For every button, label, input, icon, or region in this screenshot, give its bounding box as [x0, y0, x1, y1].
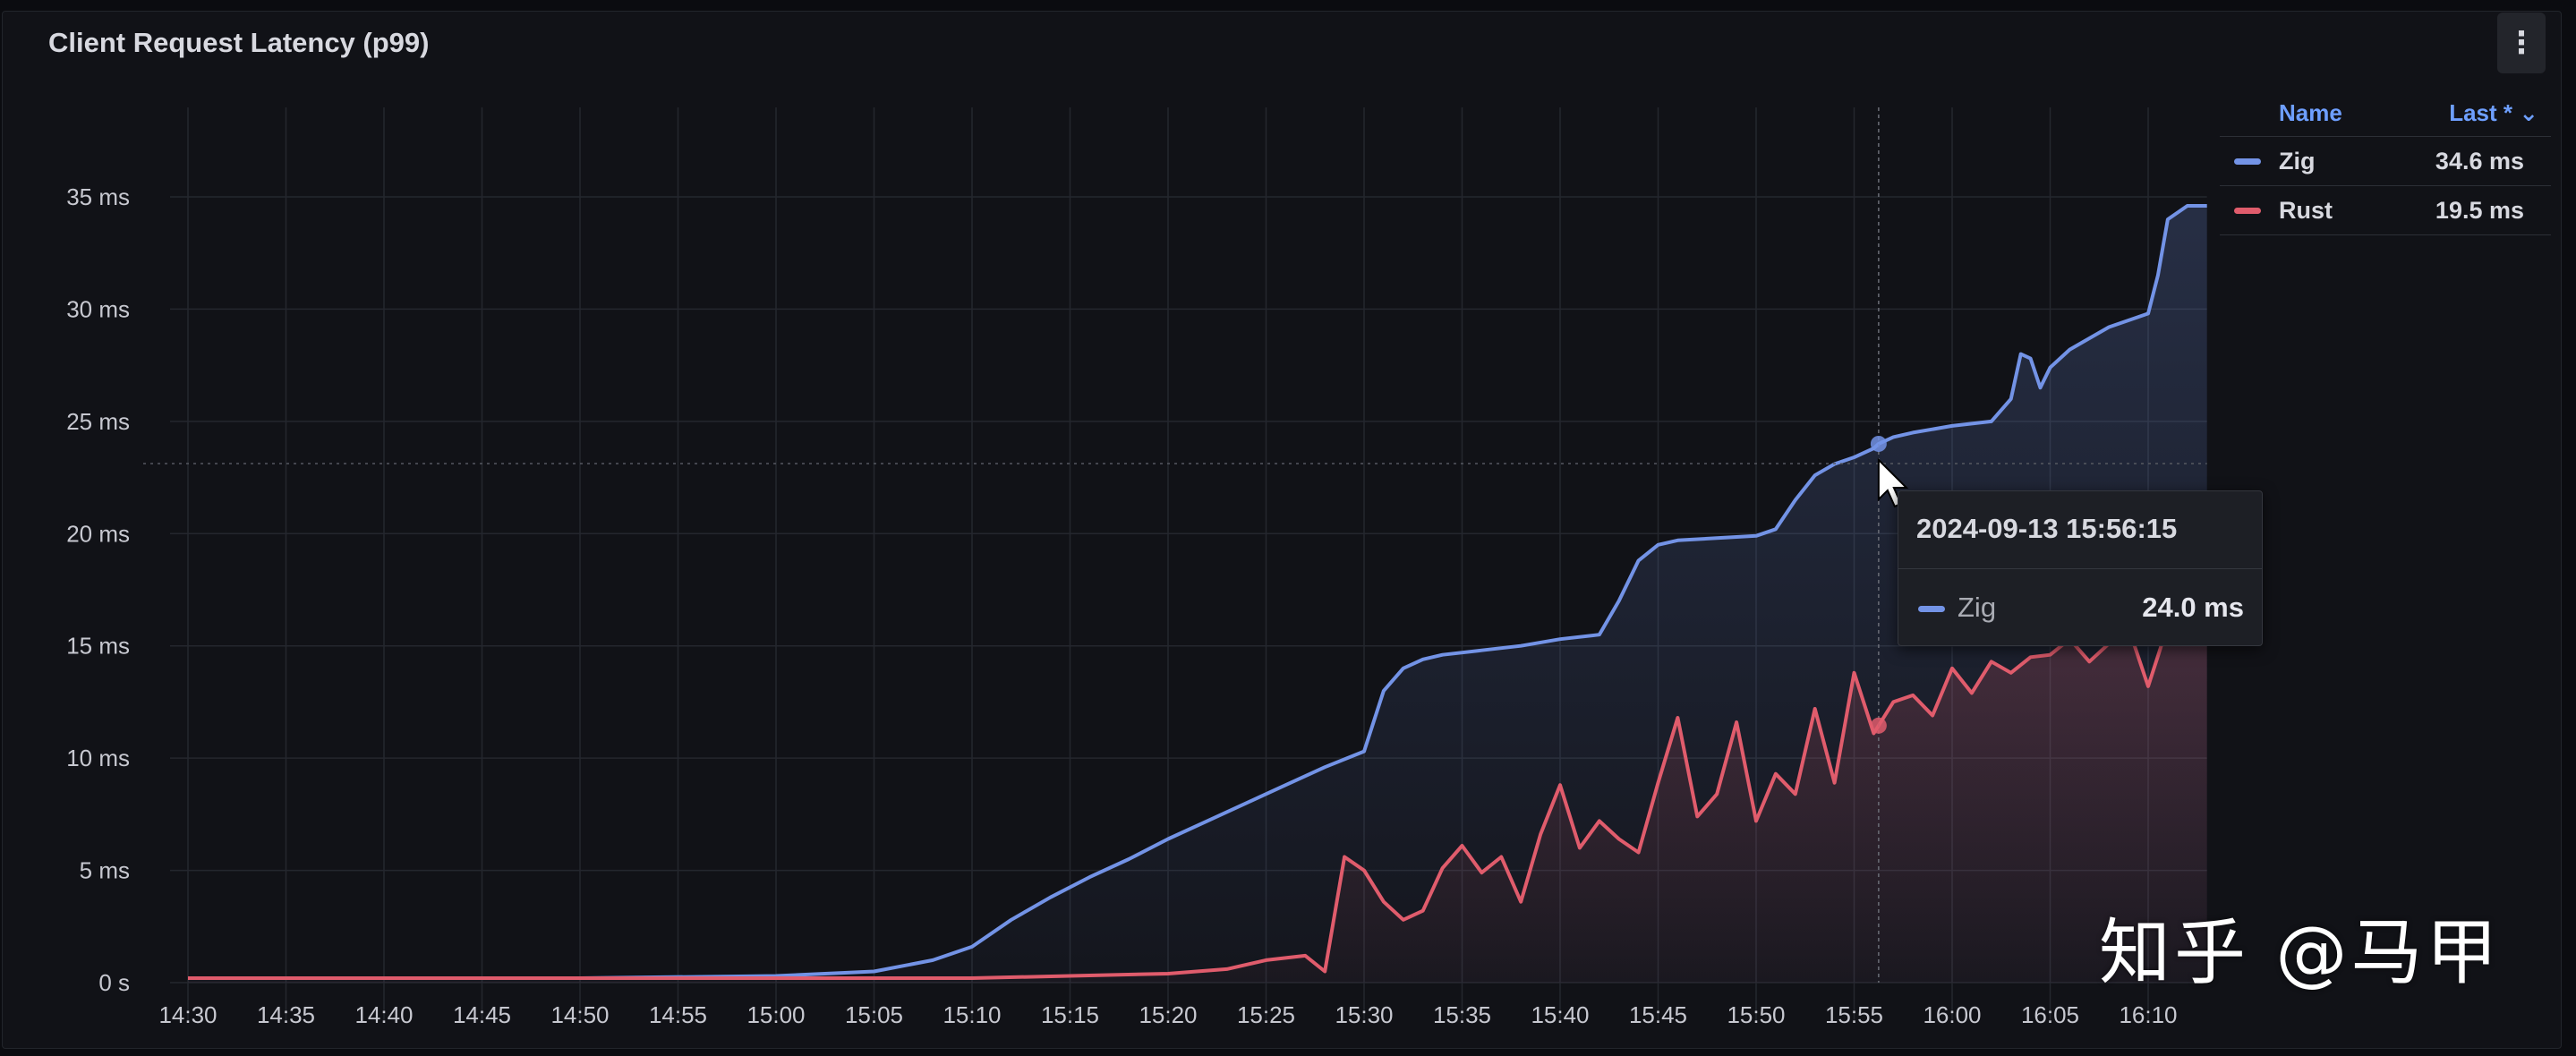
legend-header: Name Last * ⌄ [2220, 89, 2551, 137]
x-tick-label: 15:15 [1041, 1001, 1099, 1028]
legend-series-value: 34.6 ms [2435, 147, 2524, 175]
hover-point-zig [1870, 435, 1887, 452]
y-tick-label: 30 ms [66, 295, 130, 322]
series-swatch [2234, 158, 2261, 165]
series-line-zig [188, 204, 2207, 980]
series-areas [188, 206, 2207, 983]
y-tick-label: 5 ms [80, 857, 130, 884]
hover-layer [143, 107, 2207, 983]
series-line-rust [188, 542, 2207, 980]
x-tick-label: 16:00 [1923, 1001, 1981, 1028]
series-lines [188, 204, 2207, 980]
hover-point-rust [1870, 717, 1887, 734]
x-tick-label: 15:30 [1335, 1001, 1393, 1028]
y-tick-label: 15 ms [66, 633, 130, 660]
y-axis-ticks: 0 s 5 ms 10 ms 15 ms 20 ms 25 ms 30 ms 35 ms [66, 183, 130, 996]
y-tick-label: 25 ms [66, 408, 130, 435]
hover-tooltip: 2024-09-13 15:56:15 Zig 24.0 ms [1898, 490, 2263, 646]
x-tick-label: 14:50 [550, 1001, 609, 1028]
legend-row-rust[interactable]: Rust 19.5 ms [2220, 186, 2551, 235]
watermark: 知乎 @马甲 [2099, 911, 2502, 994]
y-tick-label: 20 ms [66, 520, 130, 547]
x-tick-label: 15:50 [1727, 1001, 1785, 1028]
panel-menu-button[interactable]: ⋮ [2497, 13, 2546, 73]
x-tick-label: 15:35 [1433, 1001, 1491, 1028]
legend: Name Last * ⌄ Zig 34.6 ms Rust 19.5 ms [2220, 89, 2551, 235]
legend-series-name: Rust [2279, 196, 2333, 224]
y-tick-label: 10 ms [66, 745, 130, 771]
x-tick-label: 15:40 [1531, 1001, 1589, 1028]
x-tick-label: 16:10 [2119, 1001, 2177, 1028]
series-swatch [2234, 207, 2261, 214]
tooltip-divider [1898, 568, 2262, 569]
series-area-rust [188, 544, 2207, 983]
tooltip-series-name: Zig [1958, 592, 1997, 623]
x-tick-label: 15:25 [1237, 1001, 1295, 1028]
legend-row-zig[interactable]: Zig 34.6 ms [2220, 137, 2551, 186]
x-tick-label: 15:00 [746, 1001, 805, 1028]
series-area-zig [188, 206, 2207, 983]
legend-series-name: Zig [2279, 147, 2316, 175]
kebab-menu-icon: ⋮ [2506, 26, 2537, 60]
legend-last-header[interactable]: Last * ⌄ [2449, 98, 2538, 126]
legend-series-value: 19.5 ms [2435, 196, 2524, 224]
x-tick-label: 14:30 [158, 1001, 217, 1028]
x-tick-label: 14:40 [354, 1001, 413, 1028]
y-tick-label: 0 s [98, 969, 130, 996]
x-tick-label: 14:55 [649, 1001, 707, 1028]
x-tick-label: 15:20 [1139, 1001, 1197, 1028]
x-tick-label: 15:10 [943, 1001, 1001, 1028]
panel-title[interactable]: Client Request Latency (p99) [48, 27, 430, 58]
x-axis-ticks: 14:30 14:35 14:40 14:45 14:50 14:55 15:00 15:05… [158, 1001, 2177, 1028]
x-tick-label: 15:55 [1825, 1001, 1883, 1028]
tooltip-series-value: 24.0 ms [2142, 592, 2244, 623]
x-tick-label: 14:45 [453, 1001, 511, 1028]
x-tick-label: 14:35 [257, 1001, 315, 1028]
tooltip-series-swatch [1918, 606, 1945, 612]
y-tick-label: 35 ms [66, 183, 130, 210]
x-tick-label: 15:05 [845, 1001, 903, 1028]
x-tick-label: 16:05 [2021, 1001, 2079, 1028]
x-tick-label: 15:45 [1629, 1001, 1687, 1028]
legend-name-header[interactable]: Name [2279, 98, 2342, 126]
tooltip-time: 2024-09-13 15:56:15 [1916, 513, 2178, 544]
